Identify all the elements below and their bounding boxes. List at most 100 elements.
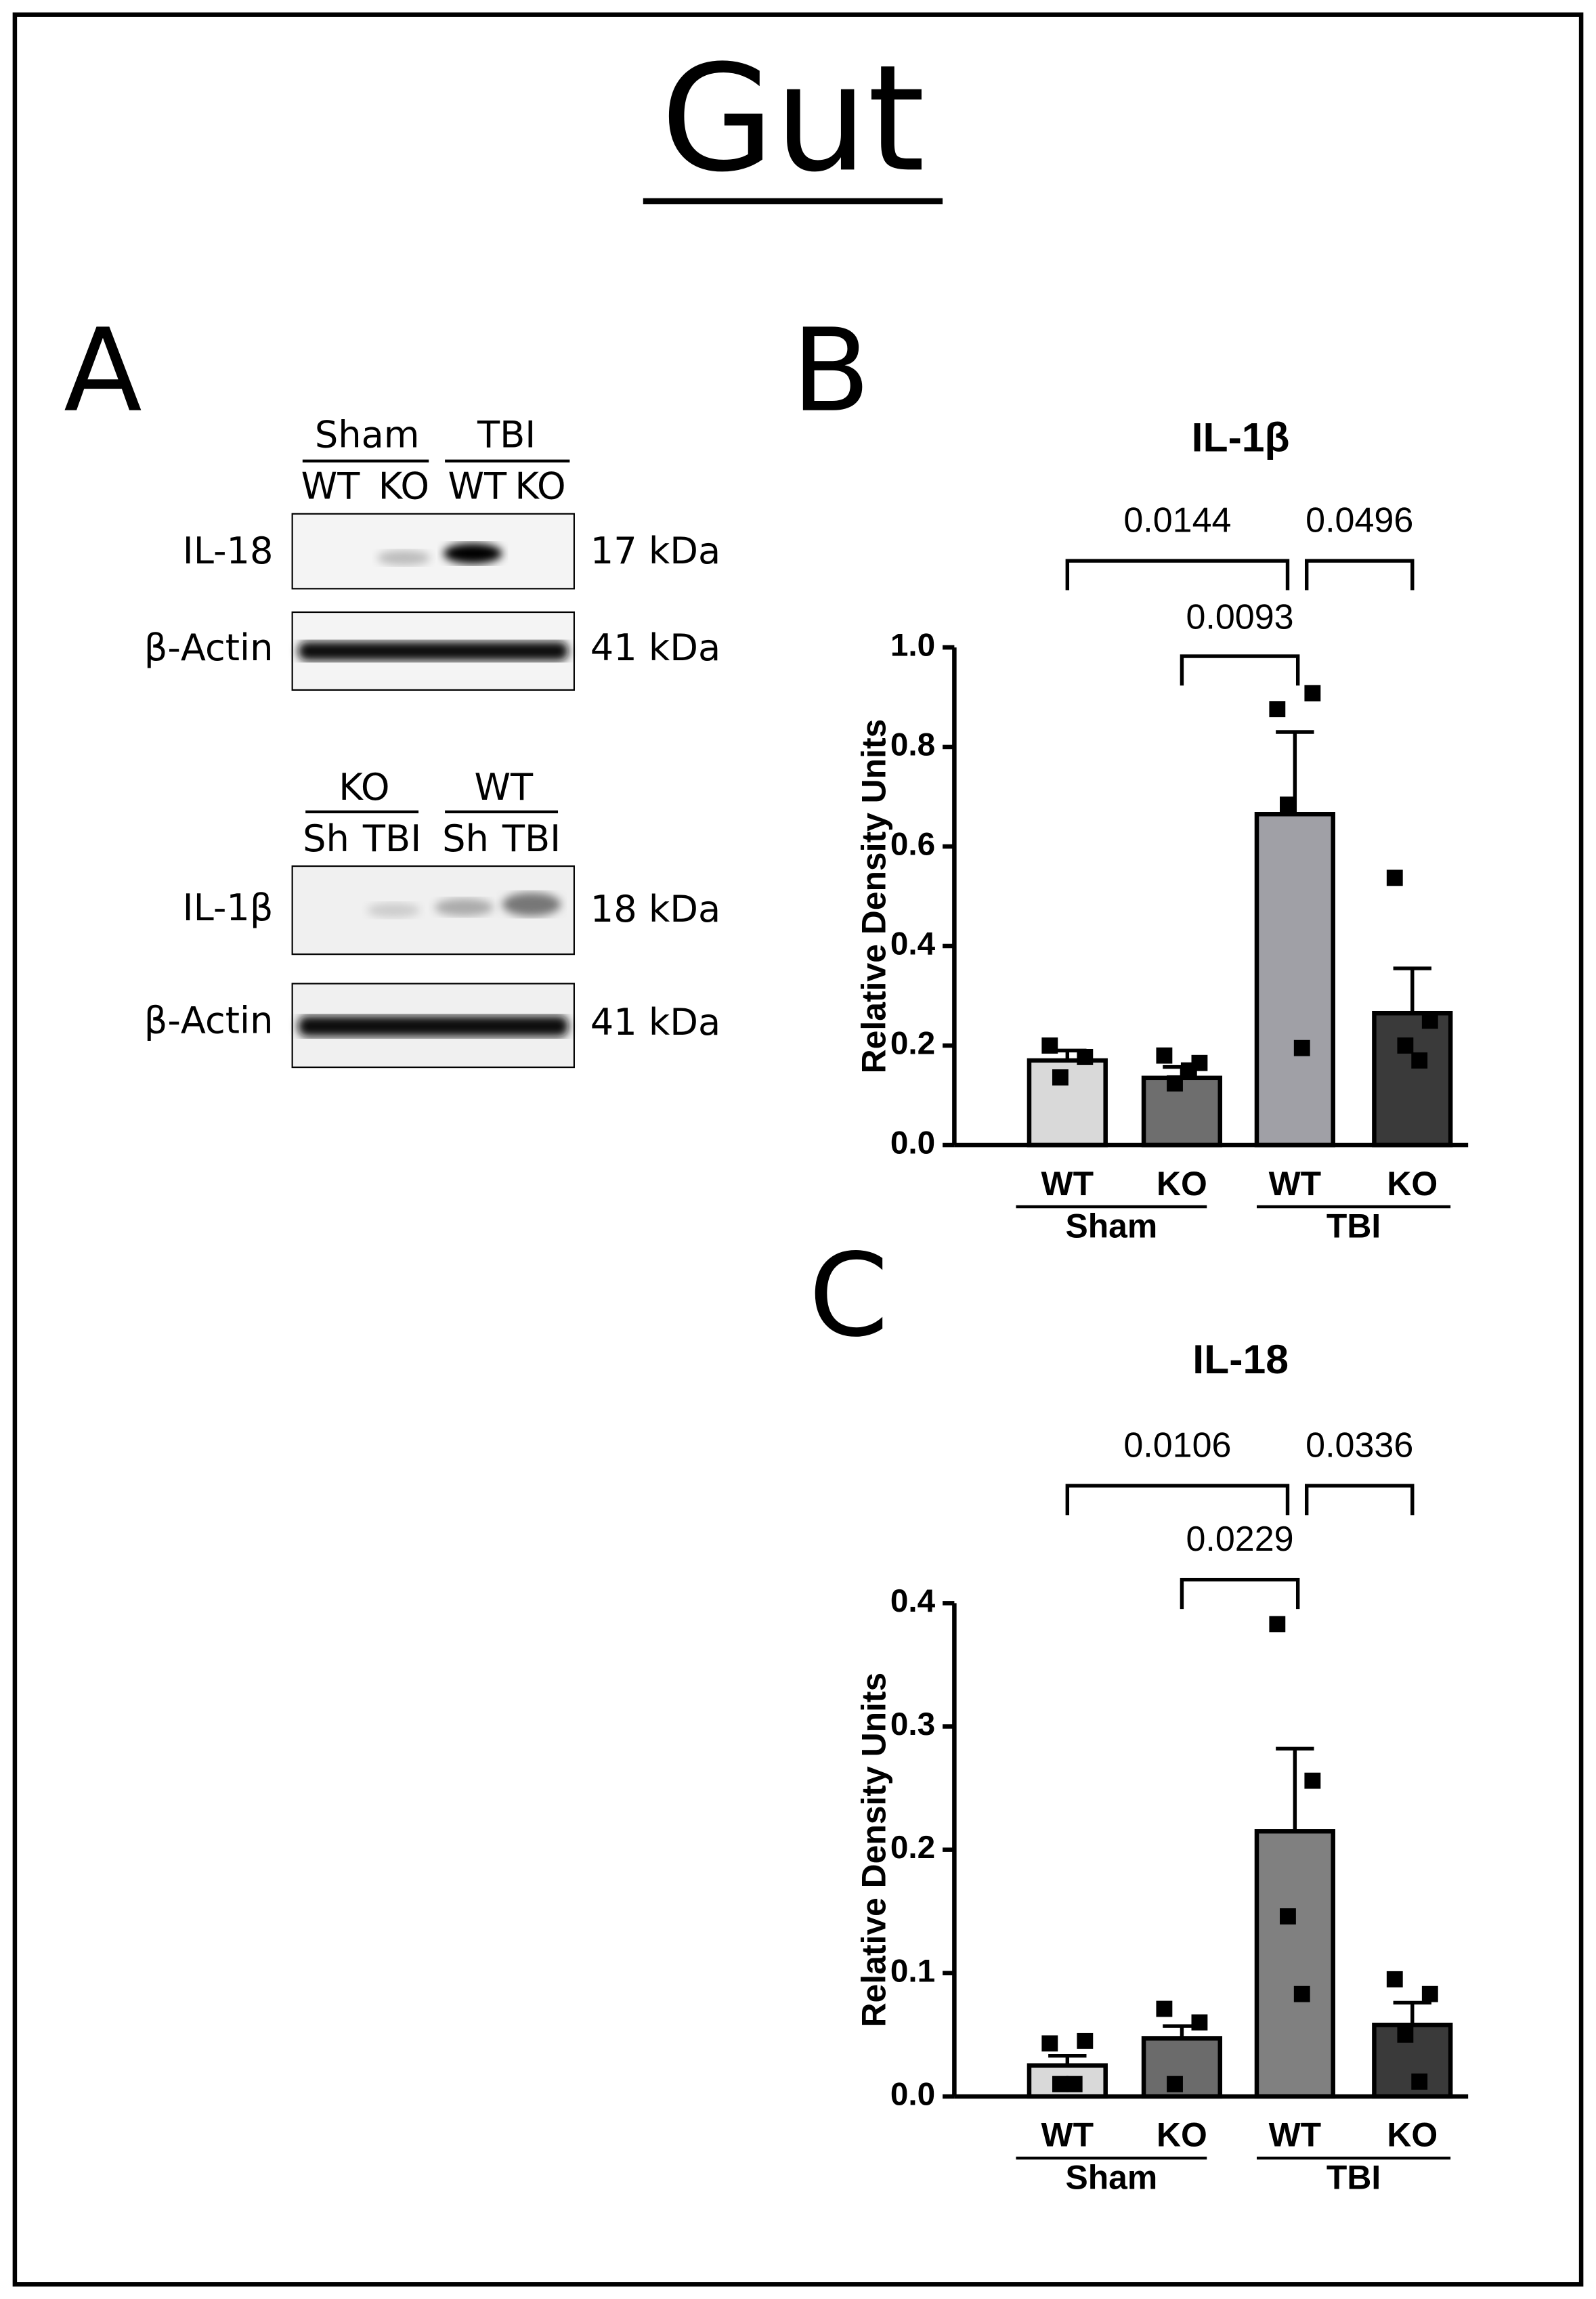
panel-label: C bbox=[808, 1229, 888, 1362]
x-tick-label: WT bbox=[1269, 1165, 1322, 1203]
data-point bbox=[1180, 1062, 1197, 1079]
y-tick-label: 0.6 bbox=[890, 827, 935, 863]
data-point bbox=[1052, 1069, 1069, 1086]
band bbox=[443, 543, 502, 564]
y-tick-label: 0.3 bbox=[890, 1706, 935, 1742]
bar bbox=[1372, 1010, 1453, 1148]
data-point bbox=[1293, 1985, 1310, 2002]
bar bbox=[1254, 1829, 1335, 2099]
p-value: 0.0106 bbox=[1123, 1425, 1231, 1465]
row-size: 17 kDa bbox=[590, 530, 721, 572]
data-point bbox=[1304, 1772, 1321, 1789]
x-tick-label: KO bbox=[1387, 2116, 1438, 2154]
y-tick-label: 0.4 bbox=[890, 1583, 936, 1619]
data-point bbox=[1304, 685, 1321, 702]
data-point bbox=[1156, 1047, 1173, 1064]
bracket bbox=[1180, 1577, 1300, 1610]
group-label: KO bbox=[339, 766, 389, 809]
row-size: 18 kDa bbox=[590, 888, 721, 930]
data-point bbox=[1041, 1037, 1058, 1054]
lane-label: TBI bbox=[502, 817, 561, 860]
row-label: β-Actin bbox=[144, 626, 274, 669]
band bbox=[298, 641, 569, 661]
group-label: TBI bbox=[1327, 2159, 1381, 2197]
data-point bbox=[1386, 869, 1403, 886]
error-bar bbox=[1393, 2000, 1431, 2025]
x-tick-label: KO bbox=[1157, 2116, 1207, 2154]
data-point bbox=[1397, 2026, 1414, 2043]
y-tick-label: 0.8 bbox=[890, 727, 935, 763]
data-point bbox=[1421, 1985, 1438, 2002]
row-label: IL-1β bbox=[183, 886, 274, 929]
y-tick-label: 0.1 bbox=[890, 1953, 935, 1989]
row-label: β-Actin bbox=[144, 1000, 274, 1042]
y-tick-label: 0.0 bbox=[890, 2076, 935, 2112]
error-bar bbox=[1393, 966, 1431, 1014]
blot-image bbox=[291, 865, 575, 955]
x-tick-label: KO bbox=[1157, 1165, 1207, 1203]
x-tick-label: WT bbox=[1041, 2116, 1094, 2154]
x-tick-label: WT bbox=[1269, 2116, 1322, 2154]
p-value: 0.0336 bbox=[1306, 1425, 1413, 1465]
group-label: WT bbox=[474, 766, 534, 809]
bracket bbox=[1065, 559, 1290, 590]
bracket bbox=[1304, 559, 1415, 590]
data-point bbox=[1280, 796, 1296, 813]
lane-label: KO bbox=[379, 465, 429, 508]
data-point bbox=[1167, 2076, 1183, 2092]
y-tick-label: 1.0 bbox=[890, 628, 935, 664]
data-point bbox=[1191, 2014, 1208, 2031]
bracket bbox=[1304, 1484, 1415, 1516]
row-size: 41 kDa bbox=[590, 1001, 721, 1044]
bracket bbox=[1180, 654, 1300, 686]
error-bar bbox=[1048, 2054, 1087, 2066]
p-value: 0.0093 bbox=[1186, 598, 1293, 637]
group-label: TBI bbox=[477, 414, 536, 456]
bracket bbox=[1065, 1484, 1290, 1516]
y-tick-label: 0.0 bbox=[890, 1125, 935, 1161]
x-tick-label: WT bbox=[1041, 1165, 1094, 1203]
row-size: 41 kDa bbox=[590, 626, 721, 669]
data-point bbox=[1077, 2032, 1094, 2049]
group-label: Sham bbox=[1065, 2159, 1157, 2197]
p-value: 0.0229 bbox=[1186, 1520, 1293, 1559]
chart-title: IL-18 bbox=[1192, 1336, 1289, 1382]
error-bar bbox=[1276, 1746, 1314, 1832]
lane-label: KO bbox=[515, 465, 565, 508]
panel-label: A bbox=[64, 304, 142, 437]
y-tick-label: 0.2 bbox=[890, 1830, 935, 1866]
band bbox=[434, 898, 494, 916]
data-point bbox=[1077, 1048, 1094, 1065]
band bbox=[367, 903, 420, 918]
x-tick-label: KO bbox=[1387, 1165, 1438, 1203]
data-point bbox=[1411, 2074, 1428, 2090]
blot-1: Sham TBI WT KO WT KO IL-18 17 kDa β-Acti… bbox=[144, 414, 721, 691]
data-point bbox=[1066, 2076, 1083, 2092]
group-label: Sham bbox=[315, 414, 420, 456]
data-point bbox=[1293, 1039, 1310, 1056]
lane-label: Sh bbox=[442, 817, 489, 860]
chart-title: IL-1β bbox=[1192, 414, 1290, 460]
data-point bbox=[1269, 1616, 1286, 1633]
data-point bbox=[1269, 701, 1286, 718]
group-label: Sham bbox=[1065, 1207, 1157, 1245]
band bbox=[298, 1016, 569, 1037]
lane-label: TBI bbox=[362, 817, 421, 860]
data-point bbox=[1041, 2035, 1058, 2052]
data-point bbox=[1052, 2076, 1069, 2092]
data-point bbox=[1411, 1052, 1428, 1069]
lane-label: Sh bbox=[303, 817, 349, 860]
y-axis-label: Relative Density Units bbox=[855, 1673, 893, 2027]
y-tick-label: 0.2 bbox=[890, 1026, 935, 1062]
data-point bbox=[1167, 1075, 1183, 1092]
band bbox=[502, 893, 561, 916]
y-axis-label: Relative Density Units bbox=[855, 719, 893, 1074]
blot-image bbox=[291, 513, 575, 590]
group-label: TBI bbox=[1327, 1207, 1381, 1245]
data-point bbox=[1397, 1037, 1414, 1054]
y-tick-label: 0.4 bbox=[890, 926, 936, 962]
lane-label: WT bbox=[301, 465, 361, 508]
panel-label: B bbox=[792, 304, 870, 437]
data-point bbox=[1421, 1012, 1438, 1029]
data-point bbox=[1156, 2000, 1173, 2017]
